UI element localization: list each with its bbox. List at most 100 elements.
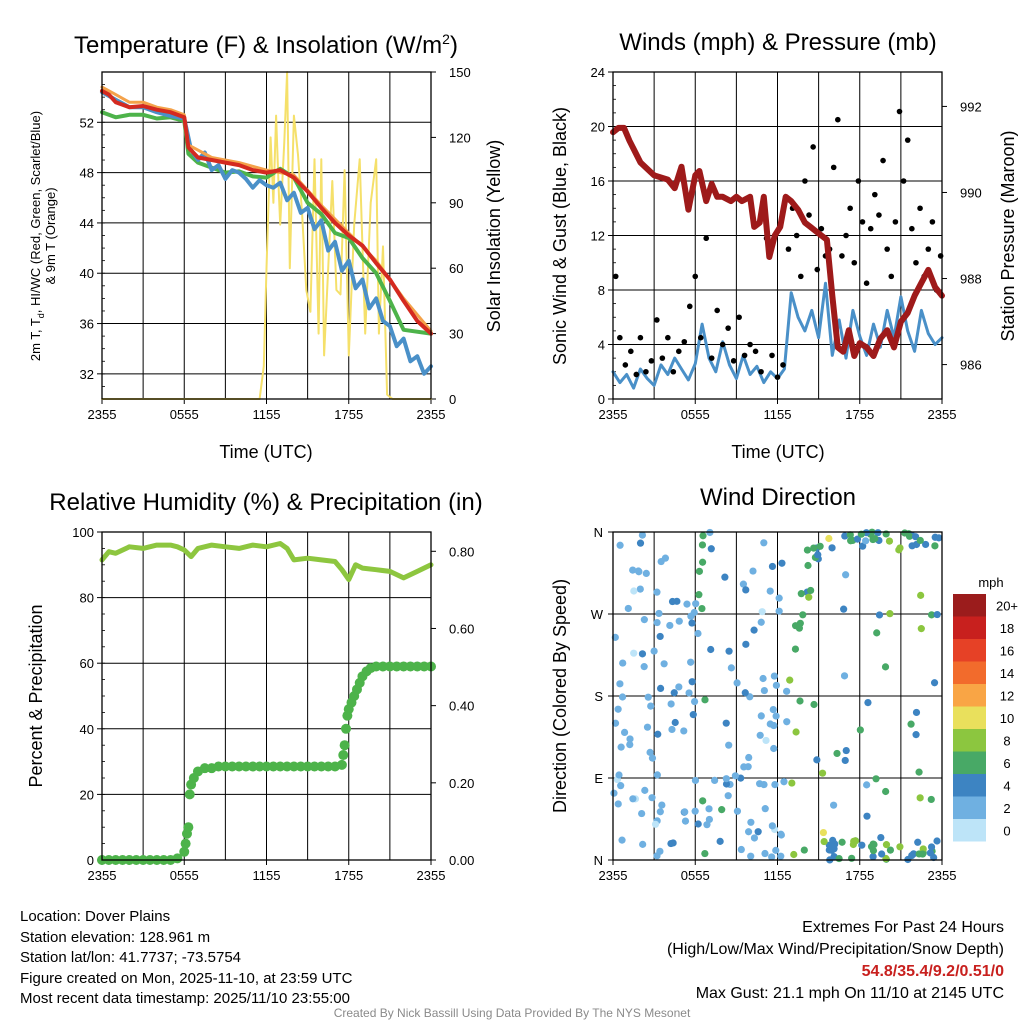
- direction-point: [749, 567, 757, 575]
- direction-point: [917, 591, 925, 599]
- gust-point: [843, 232, 849, 239]
- gust-point: [884, 246, 890, 252]
- direction-point: [788, 779, 796, 787]
- direction-point: [885, 537, 894, 545]
- direction-point: [617, 782, 625, 790]
- legend-label: 8: [1003, 733, 1010, 748]
- direction-point: [757, 712, 765, 720]
- temperature-xtick-label: 0555: [170, 407, 199, 422]
- direction-point: [848, 854, 856, 862]
- direction-point: [733, 679, 741, 687]
- direction-point: [916, 794, 924, 802]
- direction-point: [716, 837, 724, 845]
- direction-point: [842, 571, 850, 579]
- gust-point: [774, 374, 781, 381]
- direction-point: [754, 828, 762, 836]
- direction-point: [626, 741, 634, 749]
- pressure-ytick-right-label: 986: [960, 358, 982, 373]
- direction-point: [760, 686, 768, 695]
- gust-point: [719, 341, 726, 348]
- gust-point: [622, 362, 629, 368]
- direction-ytick-label: N: [594, 853, 603, 868]
- precip-point: [261, 761, 272, 772]
- legend-label: 4: [1003, 778, 1010, 793]
- direction-point: [818, 769, 827, 777]
- direction-point: [653, 771, 661, 779]
- temperature-ytick-label: 40: [80, 266, 94, 281]
- direction-point: [863, 781, 871, 789]
- temperature-xtick-label: 1155: [253, 407, 281, 422]
- direction-point: [768, 822, 776, 830]
- direction-point: [707, 645, 715, 654]
- winds-xtick-label: 2355: [928, 407, 957, 422]
- precip-point: [323, 761, 334, 772]
- precip-point: [309, 761, 320, 772]
- direction-point: [646, 748, 654, 756]
- gust-point: [904, 137, 911, 143]
- direction-point: [701, 696, 709, 704]
- direction-point: [790, 850, 798, 859]
- direction-point: [680, 727, 688, 735]
- direction-point: [654, 730, 662, 738]
- direction-point: [803, 546, 812, 554]
- gust-point: [888, 273, 895, 280]
- gust-point: [670, 368, 677, 375]
- direction-point: [927, 843, 936, 851]
- direction-point: [691, 776, 700, 785]
- direction-point: [626, 735, 634, 743]
- station-info: Location: Dover Plains Station elevation…: [20, 907, 352, 1010]
- direction-point: [771, 780, 779, 789]
- direction-point: [642, 569, 650, 578]
- winds-xtick-label: 2355: [599, 407, 628, 422]
- direction-point: [617, 743, 625, 751]
- direction-point: [908, 542, 916, 550]
- legend-label: 16: [1000, 643, 1014, 658]
- direction-point: [651, 820, 660, 828]
- temperature-xtick-label: 1755: [334, 407, 363, 422]
- direction-point: [691, 807, 699, 815]
- direction-point: [707, 545, 715, 553]
- legend-swatch: [953, 796, 986, 819]
- gust-point: [730, 358, 737, 364]
- direction-point: [688, 678, 696, 686]
- direction-xtick-label: 2355: [599, 868, 628, 883]
- humidity-frame: [101, 531, 432, 861]
- legend-label: 6: [1003, 756, 1010, 771]
- precip-point: [179, 846, 190, 857]
- gust-point: [676, 348, 682, 355]
- legend-swatch: [953, 639, 986, 662]
- direction-point: [641, 786, 649, 794]
- legend-label: 10: [1000, 711, 1014, 726]
- winds-xtick-label: 1755: [845, 407, 874, 422]
- legend-swatch: [953, 661, 986, 684]
- winds-frame: [612, 71, 943, 400]
- direction-point: [912, 731, 920, 739]
- precip-ytick-right-label: 0.20: [449, 776, 474, 791]
- precip-point: [275, 761, 286, 772]
- precip-point: [227, 761, 238, 772]
- direction-point: [630, 649, 638, 657]
- direction-point: [873, 629, 881, 637]
- insolation-ytick-right-label: 90: [449, 196, 463, 211]
- legend-swatch: [953, 774, 986, 797]
- pressure-right-axis-label: Station Pressure (Maroon): [998, 130, 1018, 341]
- precip-point: [172, 853, 183, 864]
- gust-point: [892, 219, 899, 225]
- humidity-ytick-label: 80: [80, 591, 94, 606]
- direction-point: [619, 659, 627, 667]
- direction-point: [681, 808, 689, 816]
- direction-point: [725, 741, 733, 749]
- gust-point: [714, 307, 720, 314]
- gust-point: [752, 348, 759, 355]
- direction-point: [761, 849, 769, 858]
- gust-point: [643, 368, 649, 375]
- direction-point: [744, 828, 753, 836]
- direction-point: [760, 780, 768, 789]
- precip-point: [213, 761, 224, 772]
- series-station-pressure: [610, 124, 945, 359]
- gust-point: [725, 325, 731, 331]
- direction-point: [828, 846, 836, 854]
- direction-point: [658, 801, 666, 809]
- gust-point: [810, 144, 816, 150]
- direction-point: [842, 746, 850, 755]
